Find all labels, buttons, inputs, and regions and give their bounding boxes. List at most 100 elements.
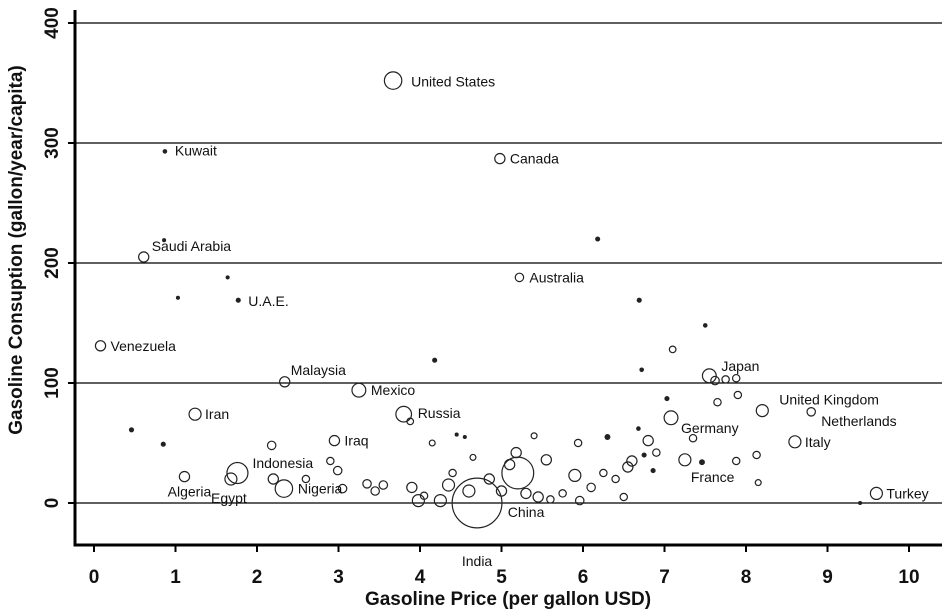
point-label: Turkey [886, 485, 928, 501]
axes [73, 10, 942, 547]
data-point [688, 433, 698, 443]
y-tick-label: 400 [42, 7, 63, 39]
data-point-australia [514, 272, 525, 283]
data-point [611, 474, 620, 484]
data-point-mexico [351, 382, 367, 398]
data-point [595, 236, 601, 242]
point-label: Mexico [371, 382, 416, 398]
data-point-venezuela [94, 340, 107, 352]
x-tick-label: 3 [333, 567, 344, 588]
data-point-japan [701, 368, 717, 384]
x-tick-label: 1 [170, 567, 181, 588]
data-point-italy [788, 435, 802, 449]
data-point-nigeria [274, 479, 294, 498]
point-label: Kuwait [175, 142, 217, 158]
point-label: China [508, 504, 545, 520]
data-point [604, 434, 611, 440]
data-point [599, 468, 608, 478]
point-label: United Kingdom [779, 392, 879, 408]
data-point [650, 468, 656, 474]
data-point [225, 275, 230, 280]
data-point [448, 468, 457, 478]
x-tick-label: 8 [741, 567, 752, 588]
point-label: Venezuela [111, 338, 177, 354]
data-point-egypt [224, 472, 238, 486]
x-tick-label: 5 [496, 567, 507, 588]
point-labels: United States Canada Kuwait Saudi Arabia Aus… [111, 74, 929, 569]
data-point [733, 390, 743, 400]
point-label: Algeria [168, 484, 212, 500]
y-axis-ticks: 0 100 200 300 400 [42, 7, 75, 508]
data-point [454, 432, 459, 437]
data-point-netherlands [806, 406, 816, 417]
data-point [652, 448, 661, 457]
point-label: United States [411, 74, 495, 90]
data-point [574, 495, 585, 506]
x-axis-title: Gasoline Price (per gallon USD) [365, 589, 651, 610]
data-point-kuwait [162, 149, 168, 154]
y-axis-title: Gasoline Consuption (gallon/year/capita) [6, 65, 27, 435]
point-label: U.A.E. [248, 293, 288, 309]
data-point-france [678, 453, 692, 467]
data-point [713, 397, 722, 407]
data-point [326, 456, 335, 466]
data-point [568, 468, 582, 482]
point-label: Japan [721, 358, 759, 374]
data-point [642, 434, 654, 447]
data-point [520, 487, 532, 500]
data-point [503, 458, 516, 471]
x-axis-ticks: 0 1 2 3 4 5 6 7 8 9 10 [89, 545, 920, 588]
x-tick-label: 10 [898, 567, 919, 588]
data-point-turkey [869, 486, 884, 500]
data-point-canada [494, 152, 506, 165]
data-point [370, 486, 380, 496]
data-point [636, 297, 642, 303]
data-point [483, 473, 495, 485]
data-point [699, 459, 705, 466]
data-point [362, 478, 372, 489]
point-label: India [462, 553, 493, 569]
x-tick-label: 6 [578, 567, 589, 588]
data-point [411, 494, 425, 508]
data-point [469, 453, 477, 461]
data-point [266, 440, 277, 451]
point-label: Italy [805, 434, 831, 450]
point-label: France [691, 469, 735, 485]
data-point [433, 494, 447, 508]
data-point [510, 446, 522, 459]
data-point-saudi-arabia [138, 251, 150, 263]
point-label: Netherlands [821, 413, 897, 429]
data-point [619, 492, 629, 502]
data-point [546, 495, 555, 504]
point-label: Saudi Arabia [152, 238, 232, 254]
data-point [622, 461, 634, 473]
data-point-united-kingdom [755, 404, 769, 418]
data-point [641, 452, 647, 458]
data-point [495, 485, 508, 497]
grid-lines [75, 22, 942, 504]
data-point [175, 295, 180, 300]
data-point [462, 484, 476, 498]
data-point-u-a-e- [235, 297, 241, 303]
data-point [378, 480, 389, 490]
data-point [337, 483, 348, 494]
data-point-indonesia [226, 461, 249, 485]
y-tick-label: 100 [42, 367, 63, 399]
data-point [731, 456, 741, 466]
x-tick-label: 4 [415, 567, 426, 588]
data-point [558, 489, 567, 498]
point-label: Canada [510, 151, 559, 167]
x-tick-label: 2 [252, 567, 263, 588]
data-points [94, 71, 884, 529]
data-point [160, 441, 166, 447]
data-point-iran [188, 407, 202, 421]
data-point [267, 473, 279, 485]
data-point-iraq [328, 434, 341, 447]
data-point [428, 439, 436, 447]
data-point [540, 454, 553, 466]
point-label: Indonesia [252, 455, 313, 471]
data-point [754, 479, 762, 487]
data-point [406, 417, 415, 426]
y-tick-label: 0 [42, 498, 63, 509]
